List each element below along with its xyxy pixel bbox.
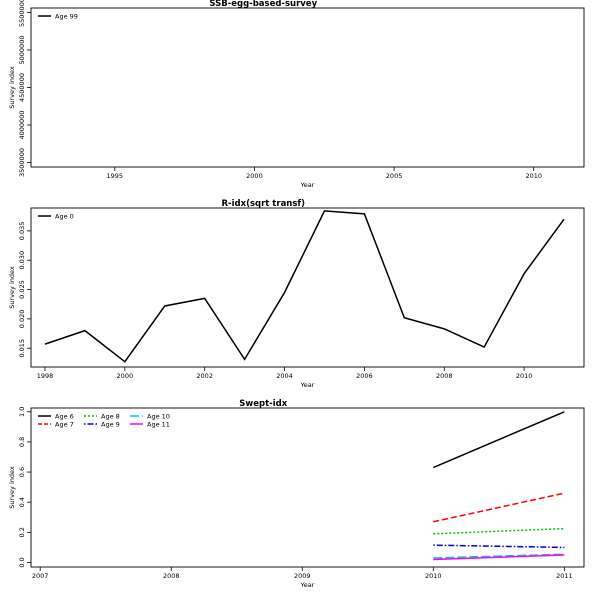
y-tick-label: 1.0 xyxy=(18,407,26,417)
y-tick-label: 4000000 xyxy=(18,111,26,140)
y-tick-label: 0.8 xyxy=(18,437,26,447)
x-tick-label: 1995 xyxy=(107,172,124,180)
y-tick-label: 3500000 xyxy=(18,148,26,177)
y-tick-label: 4500000 xyxy=(18,73,26,102)
x-tick-label: 2010 xyxy=(516,372,533,380)
x-tick-label: 2000 xyxy=(246,172,263,180)
y-tick-label: 0.030 xyxy=(18,251,26,270)
x-axis-label: Year xyxy=(300,581,315,589)
x-tick-label: 2002 xyxy=(196,372,213,380)
chart-title: Swept-idx xyxy=(239,399,287,409)
plot-frame xyxy=(30,7,585,168)
y-tick-label: 0.0 xyxy=(18,557,26,567)
x-tick-label: 2007 xyxy=(32,572,49,580)
series-line-age-7 xyxy=(433,492,565,523)
x-tick-label: 2010 xyxy=(425,572,442,580)
series-line-age-10 xyxy=(433,553,565,559)
y-tick-label: 0.020 xyxy=(18,310,26,329)
chart-panel-2: R-idx(sqrt transf) 1998 2000 2002 2004 2006 20… xyxy=(8,199,585,389)
y-tick-label: 0.4 xyxy=(18,497,26,507)
legend-entry: Age 8 xyxy=(101,412,120,420)
y-axis-label: Survey index xyxy=(8,266,16,309)
x-tick-label: 2011 xyxy=(556,572,573,580)
legend: Age 0 xyxy=(38,212,74,220)
legend-entry: Age 7 xyxy=(55,420,74,428)
legend-entry: Age 11 xyxy=(147,420,170,428)
x-axis-label: Year xyxy=(300,181,315,189)
y-tick-label: 0.035 xyxy=(18,222,26,241)
chart-title: SSB-egg-based-survey xyxy=(209,0,317,9)
chart-panel-3: Swept-idx 2007 2008 2009 2010 2011 Year 0.0 0.2 0… xyxy=(8,399,585,589)
chart-panel-1: SSB-egg-based-survey 1995 2000 2005 2010 Year… xyxy=(8,0,585,189)
x-tick-label: 2008 xyxy=(436,372,453,380)
legend-entry: Age 10 xyxy=(147,412,170,420)
x-tick-label: 2005 xyxy=(386,172,403,180)
legend-entry: Age 9 xyxy=(101,420,120,428)
x-tick-label: 2009 xyxy=(294,572,311,580)
x-tick-label: 2010 xyxy=(525,172,542,180)
legend: Age 99 xyxy=(38,12,78,20)
y-axis-label: Survey index xyxy=(8,66,16,109)
y-tick-label: 0.2 xyxy=(18,527,26,537)
legend-entry: Age 99 xyxy=(55,12,78,20)
legend-entry: Age 6 xyxy=(55,412,74,420)
plot-frame xyxy=(30,407,585,568)
x-tick-label: 2000 xyxy=(117,372,134,380)
series-line-age-11 xyxy=(433,554,565,561)
series-line-age-9 xyxy=(433,544,565,549)
y-tick-label: 0.6 xyxy=(18,467,26,477)
y-tick-label: 5500000 xyxy=(18,0,26,27)
plot-frame xyxy=(30,207,585,368)
x-tick-label: 2008 xyxy=(163,572,180,580)
x-tick-label: 2006 xyxy=(356,372,373,380)
x-axis-label: Year xyxy=(300,381,315,389)
y-axis-label: Survey index xyxy=(8,466,16,509)
y-tick-label: 5000000 xyxy=(18,36,26,65)
y-tick-label: 0.025 xyxy=(18,280,26,299)
series-line-age-6 xyxy=(433,411,565,469)
x-tick-label: 1998 xyxy=(37,372,54,380)
x-tick-label: 2004 xyxy=(276,372,293,380)
chart-title: R-idx(sqrt transf) xyxy=(222,199,306,209)
legend-entry: Age 0 xyxy=(55,212,74,220)
y-tick-label: 0.015 xyxy=(18,339,26,358)
series-line-age-8 xyxy=(433,527,565,535)
series-line-age-0 xyxy=(44,210,565,363)
